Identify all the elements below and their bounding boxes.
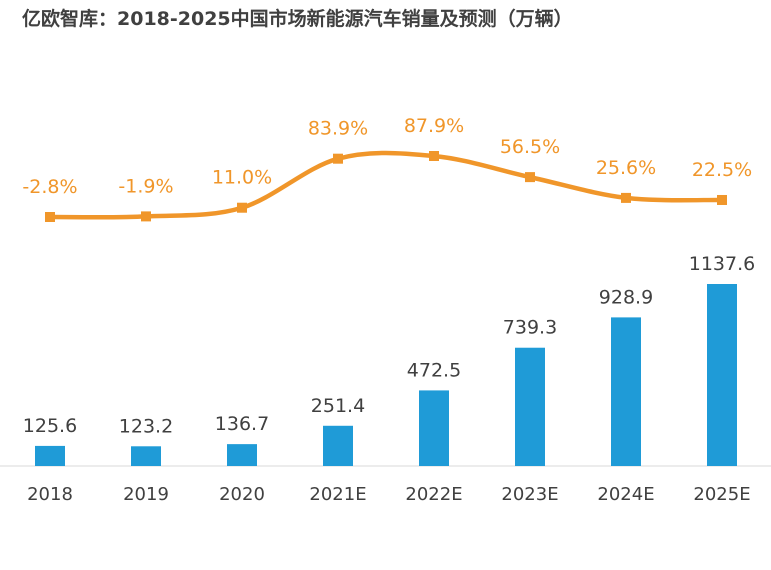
x-axis-tick-labels: 2018 2019 2020 2021E 2022E 2023E 2024E 2025E	[27, 484, 751, 505]
growth-value-labels: -2.8% -1.9% 11.0% 83.9% 87.9% 56.5% 25.6% 22.5%	[22, 115, 752, 198]
bar-2020	[227, 444, 257, 466]
x-tick-2022E: 2022E	[405, 484, 462, 505]
x-tick-2021E: 2021E	[309, 484, 366, 505]
growth-marker-2023E	[525, 172, 535, 183]
x-tick-2019: 2019	[123, 484, 169, 505]
growth-marker-2018	[45, 212, 55, 222]
bar-label-2023E: 739.3	[503, 317, 557, 339]
growth-marker-2019	[141, 211, 151, 222]
bar-2022E	[419, 390, 449, 466]
growth-label-2021E: 83.9%	[308, 118, 368, 140]
bar-2021E	[323, 425, 353, 466]
growth-label-2025E: 22.5%	[692, 159, 752, 181]
bar-value-labels: 125.6 123.2 136.7 251.4 472.5 739.3 928.9 1137.…	[23, 253, 755, 437]
bar-label-2024E: 928.9	[599, 286, 653, 308]
growth-label-2018: -2.8%	[22, 176, 77, 198]
bar-label-2018: 125.6	[23, 415, 77, 437]
growth-marker-2021E	[333, 153, 343, 164]
bar-label-2020: 136.7	[215, 413, 269, 435]
growth-label-2024E: 25.6%	[596, 157, 656, 179]
x-tick-2020: 2020	[219, 484, 265, 505]
chart-title: 亿欧智库：2018-2025中国市场新能源汽车销量及预测（万辆）	[22, 8, 573, 30]
growth-label-2022E: 87.9%	[404, 115, 464, 137]
x-tick-2024E: 2024E	[597, 484, 654, 505]
x-tick-2018: 2018	[27, 484, 73, 505]
bar-2018	[35, 445, 65, 466]
bar-2023E	[515, 347, 545, 466]
bar-series	[35, 284, 737, 466]
bar-label-2019: 123.2	[119, 415, 173, 437]
bar-label-2021E: 251.4	[311, 395, 365, 417]
bar-label-2022E: 472.5	[407, 359, 461, 381]
growth-label-2019: -1.9%	[118, 175, 173, 197]
growth-label-2020: 11.0%	[212, 167, 272, 189]
growth-line	[47, 150, 725, 220]
growth-marker-2025E	[717, 194, 727, 205]
growth-marker-2022E	[429, 151, 439, 161]
x-tick-2025E: 2025E	[693, 484, 750, 505]
growth-series	[45, 150, 727, 222]
growth-marker-2020	[237, 202, 247, 213]
bar-2025E	[707, 284, 737, 466]
growth-marker-2024E	[621, 192, 631, 203]
x-tick-2023E: 2023E	[501, 484, 558, 505]
bar-2024E	[611, 317, 641, 466]
bar-2019	[131, 446, 161, 466]
bar-label-2025E: 1137.6	[689, 253, 755, 275]
growth-label-2023E: 56.5%	[500, 136, 560, 158]
